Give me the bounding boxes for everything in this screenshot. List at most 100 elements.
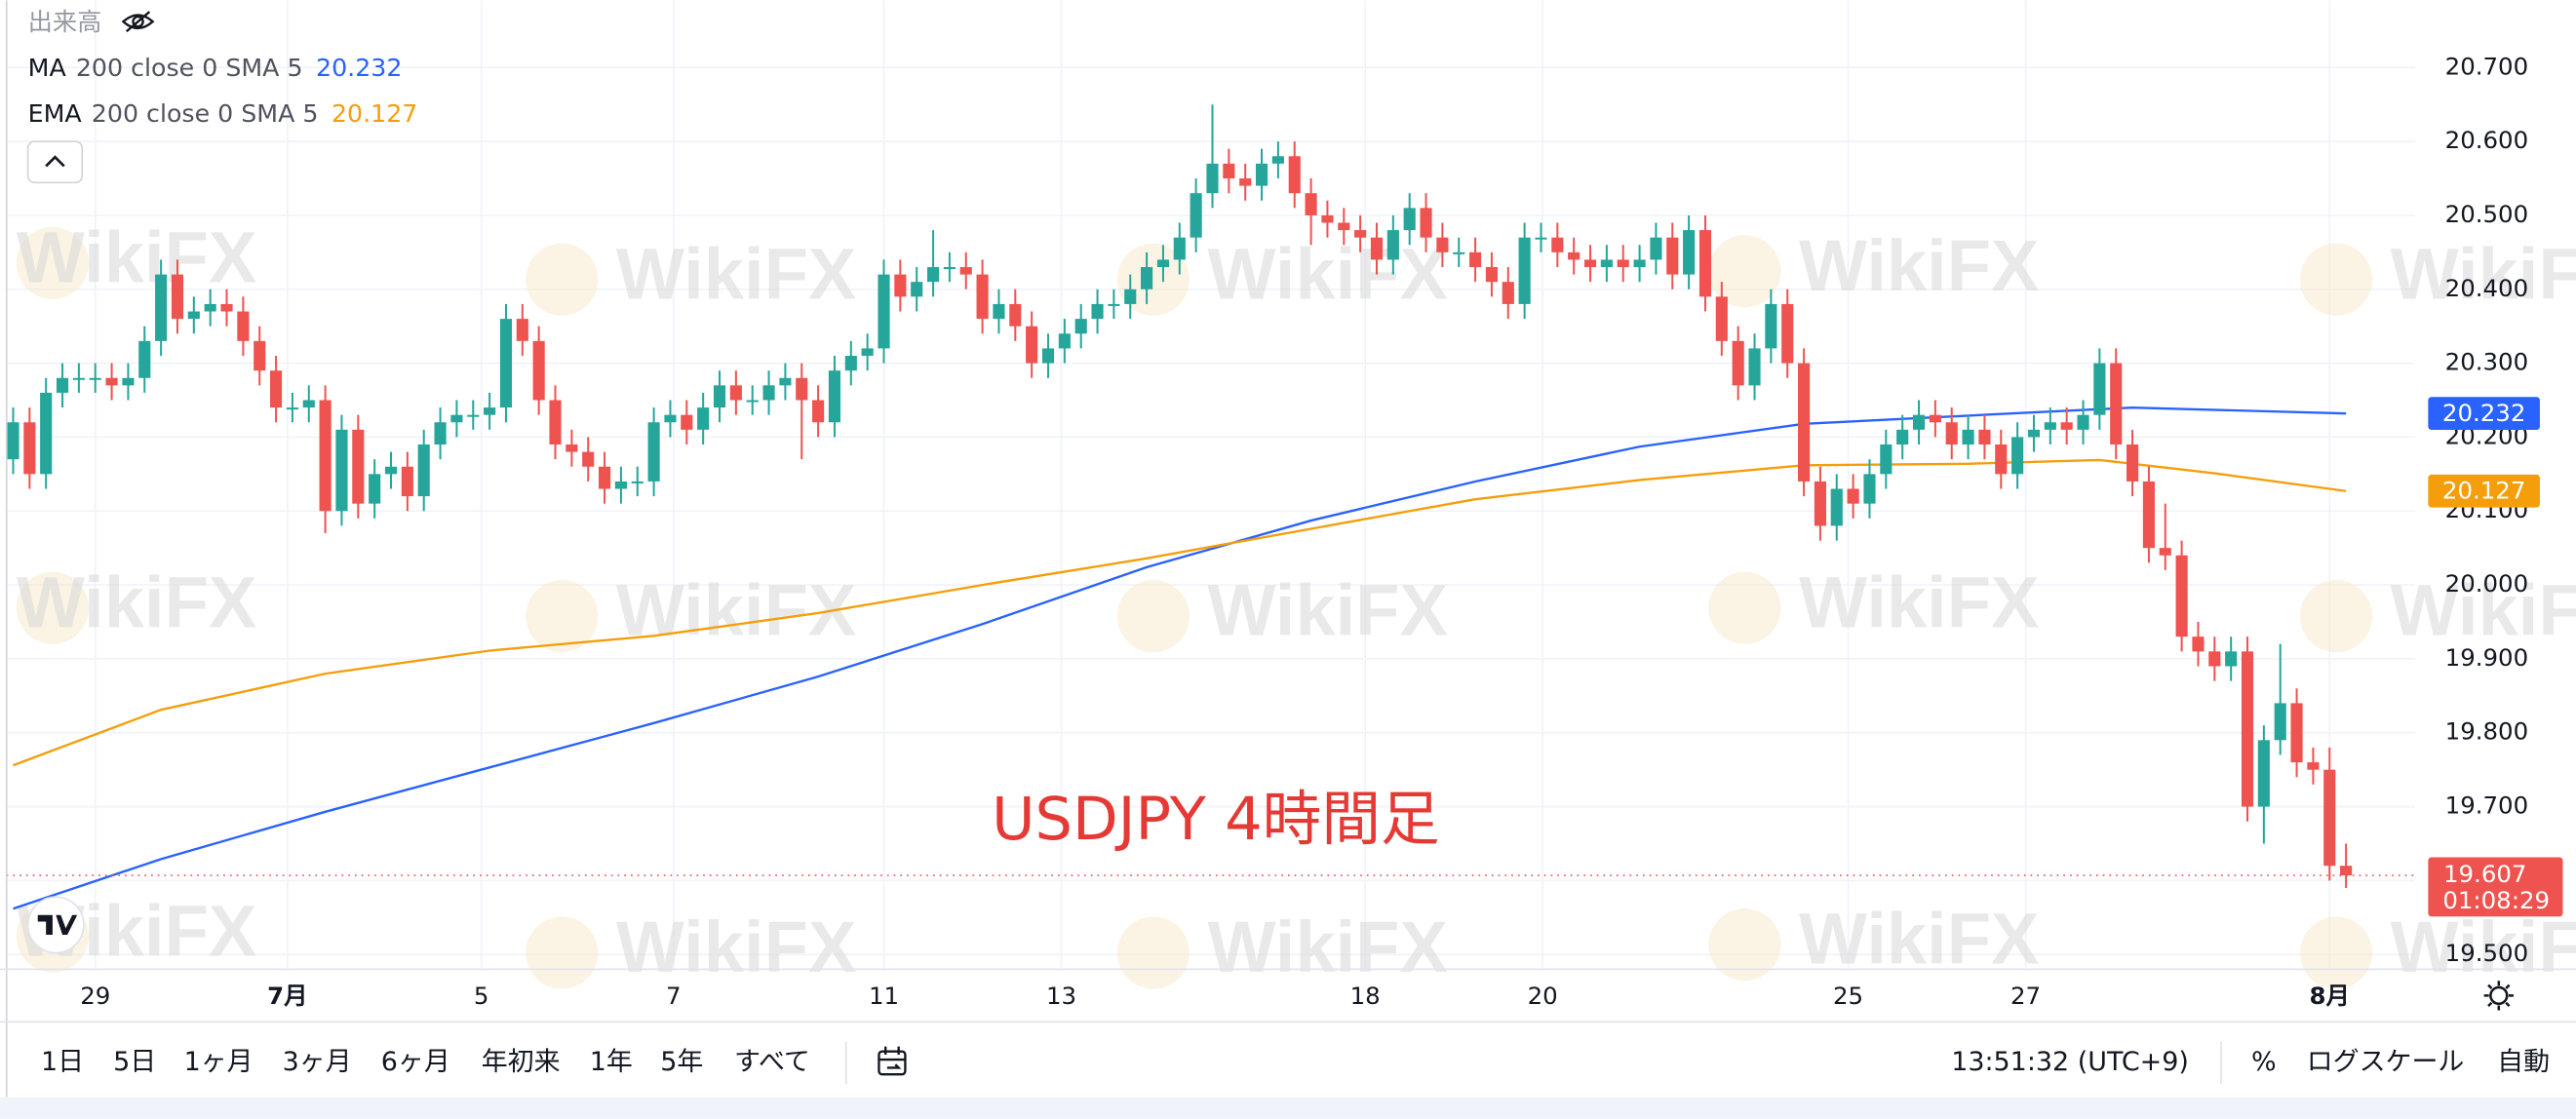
watermark-logo — [1708, 908, 1781, 982]
candle-body — [1403, 208, 1416, 231]
candle-body — [1453, 251, 1465, 254]
range-button[interactable]: 5年 — [660, 1047, 703, 1077]
candle-body — [2241, 651, 2254, 807]
collapse-button[interactable] — [26, 140, 84, 184]
candle-body — [1798, 363, 1811, 482]
candle-body — [828, 370, 841, 423]
candle-body — [746, 400, 759, 403]
candle-body — [1896, 429, 1909, 445]
watermark-logo — [1116, 916, 1190, 989]
candle-body — [878, 274, 890, 349]
annotation: USDJPY 4時間足 — [992, 786, 1440, 854]
goto-date-icon[interactable] — [878, 1046, 907, 1076]
candle-body — [1945, 422, 1958, 445]
log-scale-toggle[interactable]: ログスケール — [2307, 1047, 2465, 1077]
candle-body — [2290, 703, 2303, 763]
candle-body — [762, 385, 775, 401]
candle-body — [254, 340, 266, 371]
candle-body — [844, 356, 857, 371]
candle-body — [89, 377, 101, 380]
watermark: WikiFX — [1207, 233, 1447, 314]
range-button[interactable]: 6ヶ月 — [381, 1047, 450, 1077]
price-badge — [2428, 857, 2563, 917]
legend-ma[interactable]: MA 200 close 0 SMA 5 20.232 — [28, 54, 403, 82]
price-badge-label: 20.127 — [2442, 477, 2525, 505]
toolbar: 1日 5日 1ヶ月 3ヶ月 6ヶ月 年初来 1年 5年 すべて 13:51:32 (UTC+9)%… — [41, 1047, 2550, 1077]
candle-body — [516, 319, 528, 341]
tv-logo[interactable] — [26, 896, 85, 954]
candle-body — [450, 414, 463, 423]
watermark: WikiFX — [616, 570, 856, 651]
candle-body — [2274, 703, 2286, 741]
candle-body — [1190, 193, 1202, 238]
candle-body — [155, 274, 168, 341]
candle-body — [2225, 651, 2238, 667]
candle-body — [812, 400, 825, 423]
candle-body — [1009, 303, 1022, 327]
candle-body — [1026, 326, 1038, 364]
candle-body — [598, 466, 611, 489]
candle-body — [2027, 429, 2041, 438]
range-button[interactable]: 1日 — [41, 1047, 84, 1077]
candle-body — [1074, 319, 1087, 334]
candle-body — [532, 340, 545, 401]
candle-body — [1995, 444, 2008, 475]
candle-body — [1748, 348, 1761, 386]
candle-body — [1912, 414, 1926, 430]
candle-body — [1091, 303, 1104, 320]
eye-off-icon[interactable] — [121, 11, 155, 33]
candle-body — [549, 400, 562, 445]
candles — [6, 104, 2415, 888]
candle-body — [302, 400, 315, 408]
range-button[interactable]: 3ヶ月 — [283, 1047, 352, 1077]
candle-body — [1305, 193, 1317, 215]
watermark: WikiFX — [1799, 225, 2039, 306]
range-button[interactable]: すべて — [734, 1047, 810, 1077]
candle-body — [2257, 740, 2270, 807]
candle-body — [72, 377, 85, 380]
candle-body — [1239, 178, 1252, 186]
x-tick-label: 18 — [1350, 982, 1381, 1010]
candle-body — [286, 407, 298, 410]
watermark-logo — [2299, 916, 2373, 989]
candle-body — [1156, 259, 1170, 268]
candle-body — [1288, 156, 1301, 194]
candle-body — [664, 414, 677, 423]
range-button[interactable]: 年初来 — [482, 1047, 561, 1077]
candle-body — [1568, 251, 1581, 260]
candle-body — [1962, 429, 1974, 445]
range-button[interactable]: 1ヶ月 — [184, 1047, 254, 1077]
candle-body — [1271, 156, 1284, 164]
clock[interactable]: 13:51:32 (UTC+9) — [1951, 1047, 2189, 1077]
candle-body — [105, 377, 118, 386]
watermark-logo — [1708, 571, 1781, 644]
watermark-logo — [16, 571, 89, 644]
candle-body — [1698, 230, 1712, 297]
candle-body — [779, 377, 792, 386]
auto-toggle[interactable]: 自動 — [2497, 1047, 2550, 1077]
candle-body — [1666, 237, 1679, 275]
candle-body — [976, 274, 989, 320]
range-button[interactable]: 5日 — [113, 1047, 156, 1077]
legend-ema[interactable]: EMA 200 close 0 SMA 5 20.127 — [28, 99, 418, 128]
watermark-logo — [2299, 580, 2373, 653]
watermark-logo — [2299, 243, 2373, 316]
y-tick-label: 20.300 — [2445, 348, 2528, 376]
y-tick-label: 19.900 — [2445, 643, 2528, 672]
y-tick-label: 19.800 — [2445, 717, 2528, 746]
watermark: WikiFX — [616, 907, 856, 987]
candle-body — [2077, 414, 2089, 430]
percent-toggle[interactable]: % — [2251, 1047, 2277, 1077]
countdown: 01:08:29 — [2442, 886, 2550, 914]
candle-body — [1732, 340, 1744, 386]
candle-body — [2175, 555, 2188, 637]
candle-body — [1485, 267, 1498, 283]
settings-icon[interactable] — [2483, 981, 2514, 1011]
watermark: WikiFX — [2391, 907, 2576, 987]
candle-body — [729, 385, 742, 401]
range-button[interactable]: 1年 — [590, 1047, 633, 1077]
candle-body — [681, 414, 693, 430]
legend-value: 20.232 — [316, 54, 402, 82]
time-axis: 29 7月 5 7 11 13 18 20 25 27 8月 — [80, 982, 2350, 1010]
